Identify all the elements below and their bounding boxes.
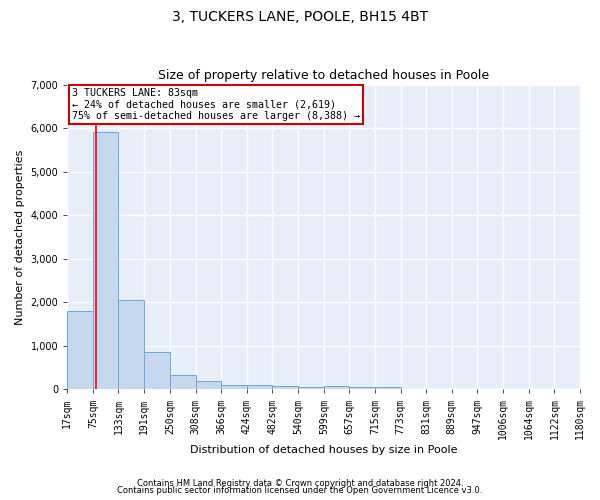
Bar xyxy=(298,387,324,390)
X-axis label: Distribution of detached houses by size in Poole: Distribution of detached houses by size … xyxy=(190,445,457,455)
Text: Contains HM Land Registry data © Crown copyright and database right 2024.: Contains HM Land Registry data © Crown c… xyxy=(137,478,463,488)
Text: Contains public sector information licensed under the Open Government Licence v3: Contains public sector information licen… xyxy=(118,486,482,495)
Bar xyxy=(196,380,221,390)
Bar xyxy=(375,387,401,390)
Bar xyxy=(349,387,375,390)
Bar xyxy=(93,132,118,390)
Bar xyxy=(144,352,170,390)
Text: 3, TUCKERS LANE, POOLE, BH15 4BT: 3, TUCKERS LANE, POOLE, BH15 4BT xyxy=(172,10,428,24)
Y-axis label: Number of detached properties: Number of detached properties xyxy=(15,149,25,324)
Bar xyxy=(67,311,93,390)
Bar xyxy=(118,300,144,390)
Bar xyxy=(170,375,196,390)
Bar xyxy=(324,386,349,390)
Bar xyxy=(221,385,247,390)
Text: 3 TUCKERS LANE: 83sqm
← 24% of detached houses are smaller (2,619)
75% of semi-d: 3 TUCKERS LANE: 83sqm ← 24% of detached … xyxy=(73,88,361,121)
Title: Size of property relative to detached houses in Poole: Size of property relative to detached ho… xyxy=(158,69,489,82)
Bar xyxy=(272,386,298,390)
Bar xyxy=(247,386,272,390)
